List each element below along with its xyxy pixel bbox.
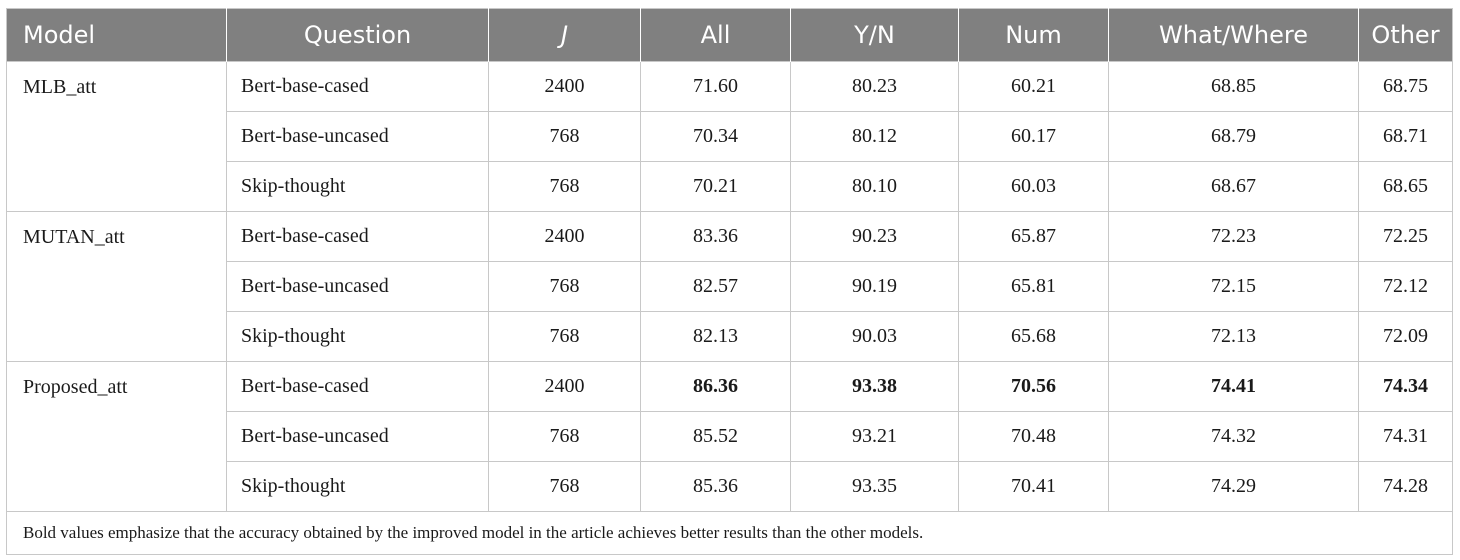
j-cell: 768 [488, 411, 641, 462]
num-cell: 60.03 [958, 161, 1109, 212]
other-cell-best: 74.34 [1358, 361, 1453, 412]
footnote-row: Bold values emphasize that the accuracy … [6, 511, 1453, 555]
results-table: Model Question J All Y/N Num What/Where … [6, 8, 1453, 555]
j-cell: 768 [488, 261, 641, 312]
other-cell: 68.65 [1358, 161, 1453, 212]
num-cell: 65.68 [958, 311, 1109, 362]
what-where-cell-best: 74.41 [1108, 361, 1359, 412]
num-cell: 60.17 [958, 111, 1109, 162]
table-row: MLB_att Bert-base-cased 2400 71.60 80.23… [6, 61, 1453, 212]
all-cell: 70.34 [640, 111, 791, 162]
j-cell: 2400 [488, 361, 641, 412]
table-header-row: Model Question J All Y/N Num What/Where … [6, 8, 1453, 62]
j-cell: 2400 [488, 61, 641, 112]
question-cell: Skip-thought [226, 311, 489, 362]
question-cell: Skip-thought [226, 161, 489, 212]
yn-cell: 90.03 [790, 311, 959, 362]
what-where-cell: 68.67 [1108, 161, 1359, 212]
question-cell: Bert-base-cased [226, 361, 489, 412]
all-cell: 83.36 [640, 211, 791, 262]
all-cell: 82.13 [640, 311, 791, 362]
table-row: Bert-base-uncased 768 82.57 90.19 65.81 … [7, 261, 1453, 312]
question-cell: Bert-base-uncased [226, 111, 489, 162]
j-cell: 2400 [488, 211, 641, 262]
all-cell: 85.52 [640, 411, 791, 462]
what-where-cell: 72.15 [1108, 261, 1359, 312]
table-row: Skip-thought 768 82.13 90.03 65.68 72.13… [7, 311, 1453, 362]
other-cell: 68.75 [1358, 61, 1453, 112]
yn-cell: 90.23 [790, 211, 959, 262]
table-row: Bert-base-uncased 768 85.52 93.21 70.48 … [7, 411, 1453, 462]
all-cell-best: 86.36 [640, 361, 791, 412]
num-cell: 60.21 [958, 61, 1109, 112]
header-num: Num [958, 8, 1109, 62]
question-cell: Bert-base-uncased [226, 411, 489, 462]
what-where-cell: 68.85 [1108, 61, 1359, 112]
header-question: Question [226, 8, 489, 62]
question-cell: Bert-base-cased [226, 211, 489, 262]
all-cell: 71.60 [640, 61, 791, 112]
table-row: Skip-thought 768 70.21 80.10 60.03 68.67… [7, 161, 1453, 212]
all-cell: 70.21 [640, 161, 791, 212]
header-yn: Y/N [790, 8, 959, 62]
all-cell: 85.36 [640, 461, 791, 512]
header-model: Model [23, 21, 96, 49]
all-cell: 82.57 [640, 261, 791, 312]
yn-cell: 80.23 [790, 61, 959, 112]
table-row: Bert-base-uncased 768 70.34 80.12 60.17 … [7, 111, 1453, 162]
yn-cell: 80.12 [790, 111, 959, 162]
num-cell: 65.87 [958, 211, 1109, 262]
what-where-cell: 72.23 [1108, 211, 1359, 262]
what-where-cell: 68.79 [1108, 111, 1359, 162]
num-cell-best: 70.56 [958, 361, 1109, 412]
j-cell: 768 [488, 111, 641, 162]
what-where-cell: 74.29 [1108, 461, 1359, 512]
num-cell: 70.41 [958, 461, 1109, 512]
yn-cell: 90.19 [790, 261, 959, 312]
header-other: Other [1358, 8, 1453, 62]
header-j: J [488, 8, 641, 62]
yn-cell: 80.10 [790, 161, 959, 212]
yn-cell: 93.21 [790, 411, 959, 462]
what-where-cell: 74.32 [1108, 411, 1359, 462]
question-cell: Bert-base-cased [226, 61, 489, 112]
num-cell: 70.48 [958, 411, 1109, 462]
table-row: Proposed_att Bert-base-cased 2400 86.36 … [6, 361, 1453, 512]
j-cell: 768 [488, 161, 641, 212]
num-cell: 65.81 [958, 261, 1109, 312]
yn-cell-best: 93.38 [790, 361, 959, 412]
yn-cell: 93.35 [790, 461, 959, 512]
table-row: MUTAN_att Bert-base-cased 2400 83.36 90.… [6, 211, 1453, 362]
other-cell: 74.31 [1358, 411, 1453, 462]
other-cell: 72.25 [1358, 211, 1453, 262]
results-table-container: Model Question J All Y/N Num What/Where … [6, 8, 1453, 555]
model-cell: Proposed_att [6, 361, 227, 512]
model-cell: MLB_att [6, 61, 227, 212]
other-cell: 72.09 [1358, 311, 1453, 362]
other-cell: 74.28 [1358, 461, 1453, 512]
model-cell: MUTAN_att [6, 211, 227, 362]
j-cell: 768 [488, 461, 641, 512]
header-what-where: What/Where [1108, 8, 1359, 62]
what-where-cell: 72.13 [1108, 311, 1359, 362]
other-cell: 72.12 [1358, 261, 1453, 312]
table-footnote: Bold values emphasize that the accuracy … [6, 511, 1453, 555]
j-cell: 768 [488, 311, 641, 362]
question-cell: Bert-base-uncased [226, 261, 489, 312]
header-all: All [640, 8, 791, 62]
question-cell: Skip-thought [226, 461, 489, 512]
other-cell: 68.71 [1358, 111, 1453, 162]
table-row: Skip-thought 768 85.36 93.35 70.41 74.29… [7, 461, 1453, 512]
